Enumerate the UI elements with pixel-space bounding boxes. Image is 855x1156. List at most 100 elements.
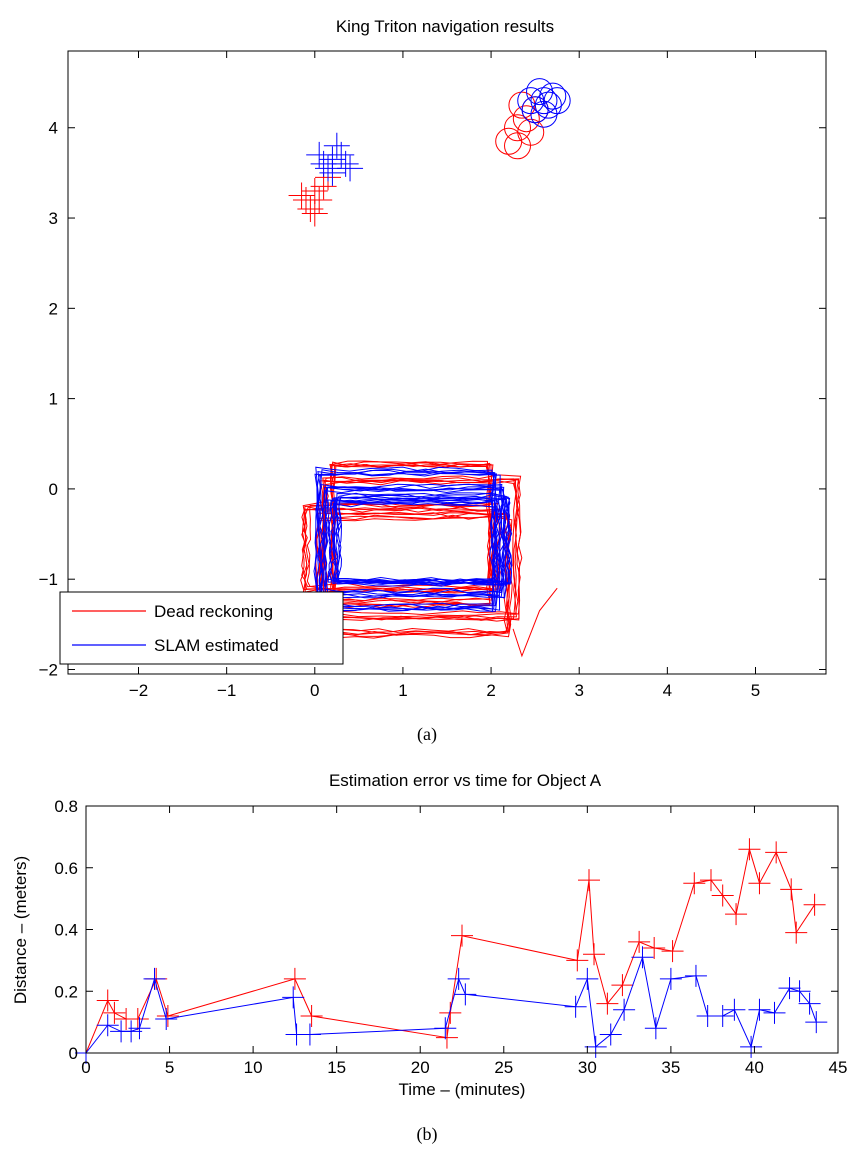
legend-label-slam-estimated: SLAM estimated <box>154 636 279 655</box>
data-point <box>447 967 470 990</box>
data-point <box>103 1001 126 1024</box>
data-point <box>631 946 654 969</box>
landmark-cross <box>306 141 333 168</box>
trajectory-loop <box>318 468 498 608</box>
data-point <box>596 992 619 1015</box>
data-point <box>611 974 634 997</box>
y-tick-label: 0 <box>49 480 58 499</box>
caption-b: (b) <box>417 1124 438 1145</box>
trajectory-loop <box>323 486 506 599</box>
series-line <box>85 955 817 1054</box>
y-tick-label: 0 <box>69 1044 78 1063</box>
trajectory-loop <box>332 502 497 585</box>
caption-a: (a) <box>417 724 437 745</box>
x-tick-label: 5 <box>751 681 760 700</box>
trajectory-loop <box>335 492 512 586</box>
x-tick-label: 30 <box>578 1058 597 1077</box>
trajectory-loop <box>313 471 499 612</box>
data-point <box>778 977 801 1000</box>
series-red <box>75 838 826 1064</box>
data-point <box>155 1008 178 1031</box>
series-blue <box>75 946 828 1064</box>
axis-ticks: −2 −1 0 1 2 3 4 5 −2 −1 0 1 2 3 4 <box>39 51 826 700</box>
data-point <box>96 1014 119 1037</box>
chart-title: King Triton navigation results <box>336 17 554 36</box>
landmark-cross <box>288 182 315 209</box>
data-point <box>725 903 748 926</box>
series-line <box>85 849 816 1054</box>
chart-estimation-error: Estimation error vs time for Object A 0 5… <box>11 771 847 1145</box>
trajectory-loop <box>323 478 521 622</box>
landmark-circle <box>504 132 532 160</box>
landmark-cross <box>337 155 364 182</box>
data-point <box>643 937 666 960</box>
data-point <box>805 1011 828 1034</box>
data-point <box>803 893 826 916</box>
data-point <box>120 1020 143 1043</box>
data-point <box>300 1004 323 1027</box>
data-point <box>780 878 803 901</box>
trajectory-tail <box>512 587 558 658</box>
x-tick-label: 35 <box>661 1058 680 1077</box>
landmark-cross <box>306 186 333 213</box>
x-tick-label: 3 <box>574 681 583 700</box>
data-point <box>748 998 771 1021</box>
data-point <box>628 930 651 953</box>
chart-title: Estimation error vs time for Object A <box>329 771 602 790</box>
data-point <box>434 1017 457 1040</box>
data-point <box>578 869 601 892</box>
y-tick-label: 0.6 <box>54 859 78 878</box>
x-tick-label: 20 <box>411 1058 430 1077</box>
y-tick-label: −2 <box>39 660 58 679</box>
data-point <box>699 869 722 892</box>
x-tick-label: 0 <box>310 681 319 700</box>
data-point <box>765 841 788 864</box>
landmark-cross <box>315 155 342 182</box>
data-point <box>564 995 587 1018</box>
legend-box <box>59 591 344 665</box>
data-point <box>128 1017 151 1040</box>
trajectory-loop <box>317 515 513 634</box>
x-tick-label: −1 <box>217 681 236 700</box>
data-point <box>785 921 808 944</box>
x-tick-label: 45 <box>829 1058 848 1077</box>
x-tick-label: 10 <box>244 1058 263 1077</box>
landmark-circle <box>504 114 532 142</box>
axis-ticks: 0 5 10 15 20 25 30 35 40 45 0 0.2 0.4 0.6 0.8 <box>54 797 847 1077</box>
data-point <box>798 992 821 1015</box>
x-tick-label: −2 <box>129 681 148 700</box>
x-tick-label: 15 <box>327 1058 346 1077</box>
landmark-circle <box>512 105 540 133</box>
landmark-cross <box>319 159 346 186</box>
x-tick-label: 0 <box>81 1058 90 1077</box>
data-point <box>576 967 599 990</box>
trajectory-loop <box>336 495 511 586</box>
data-point <box>613 998 636 1021</box>
chart-navigation: King Triton navigation results −2 −1 0 1 2 3 4… <box>39 17 827 745</box>
x-tick-label: 5 <box>165 1058 174 1077</box>
data-point <box>711 884 734 907</box>
y-tick-label: 0.8 <box>54 797 78 816</box>
landmark-circle <box>530 87 558 115</box>
data-point <box>439 1001 462 1024</box>
trajectory-loop <box>330 499 500 582</box>
data-point <box>599 1023 622 1046</box>
plot-area <box>288 78 571 658</box>
legend: Dead reckoning SLAM estimated <box>59 591 344 665</box>
trajectory-loop <box>324 486 507 599</box>
data-point <box>451 924 473 947</box>
data-point <box>740 1035 763 1058</box>
landmark-circle <box>526 78 554 106</box>
plot-area <box>75 838 828 1064</box>
data-point <box>684 964 707 987</box>
landmark-cross <box>301 200 328 227</box>
trajectory-loop <box>327 498 498 583</box>
data-point <box>763 1001 786 1024</box>
y-tick-label: 4 <box>49 119 58 138</box>
y-tick-label: −1 <box>39 570 58 589</box>
trajectory-loop <box>337 496 508 587</box>
y-tick-label: 2 <box>49 299 58 318</box>
data-point <box>748 872 771 895</box>
trajectory-loop <box>317 469 496 609</box>
